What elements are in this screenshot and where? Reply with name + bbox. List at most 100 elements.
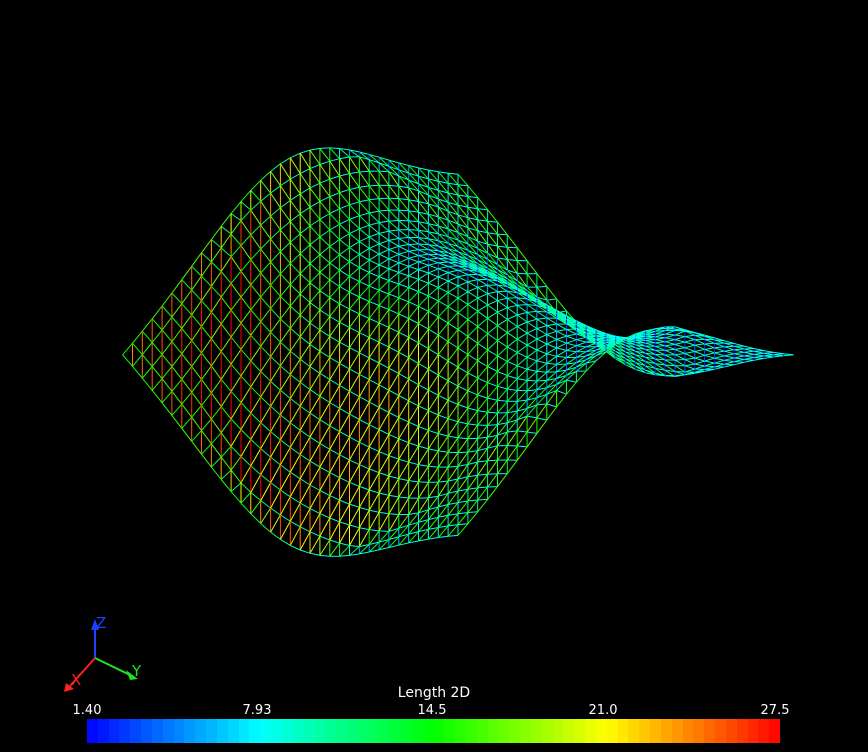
colorbar-swatch (162, 719, 174, 743)
mesh-edge (378, 305, 390, 311)
mesh-edge (576, 362, 587, 368)
mesh-edge (408, 210, 419, 223)
mesh-edge (378, 210, 390, 222)
mesh-edge (507, 360, 518, 367)
mesh-edge (457, 232, 469, 238)
colorbar-swatch (574, 719, 586, 743)
mesh-edge (526, 368, 538, 372)
mesh-edge (289, 200, 301, 215)
mesh-edge (556, 313, 567, 321)
mesh-edge (487, 459, 498, 462)
mesh-edge (408, 461, 419, 466)
mesh-edge (487, 411, 498, 414)
mesh-edge (309, 263, 321, 273)
mesh-edge (527, 389, 537, 392)
mesh-edge (388, 527, 399, 532)
mesh-edge (447, 380, 459, 387)
mesh-edge (398, 220, 410, 230)
mesh-edge (339, 158, 350, 174)
mesh-edge (359, 253, 370, 261)
colorbar-swatch (108, 719, 120, 743)
mesh-edge (734, 353, 745, 357)
mesh-edge (378, 243, 390, 250)
mesh-edge (477, 349, 488, 362)
mesh-edge (398, 301, 410, 315)
mesh-edge (161, 316, 173, 331)
mesh-edge (369, 541, 380, 545)
mesh-edge (467, 185, 479, 198)
mesh-edge (526, 318, 538, 323)
mesh-edge (664, 349, 676, 356)
mesh-edge (398, 209, 410, 222)
mesh-edge (329, 499, 341, 519)
mesh-edge (487, 459, 498, 475)
mesh-edge (724, 346, 735, 351)
mesh-edge (279, 520, 291, 540)
mesh-edge (497, 233, 508, 236)
mesh-edge (635, 358, 646, 362)
mesh-edge (477, 394, 488, 399)
mesh-edge (457, 476, 469, 480)
mesh-edge (290, 193, 301, 201)
mesh-edge (507, 419, 518, 424)
colorbar-swatch (530, 719, 542, 743)
mesh-edge (477, 473, 489, 489)
mesh-edge (497, 257, 508, 271)
mesh-edge (457, 464, 469, 480)
mesh-edge (536, 380, 548, 391)
colorbar-swatch (552, 719, 564, 743)
mesh-edge (408, 250, 419, 256)
mesh-edge (684, 344, 695, 349)
mesh-edge (437, 322, 449, 336)
mesh-edge (536, 403, 547, 406)
mesh-edge (181, 378, 193, 393)
mesh-edge (230, 220, 242, 235)
mesh-edge (477, 219, 488, 234)
mesh-edge (270, 507, 281, 516)
mesh-edge (280, 439, 291, 448)
mesh-edge (319, 213, 331, 220)
mesh-edge (260, 272, 271, 286)
mesh-edge (714, 357, 725, 361)
mesh-edge (694, 368, 705, 370)
mesh-edge (210, 379, 222, 394)
mesh-edge (299, 263, 311, 274)
mesh-edge (201, 418, 212, 431)
mesh-edge (586, 332, 597, 337)
mesh-edge (289, 213, 301, 222)
mesh-edge (467, 255, 479, 264)
mesh-edge (201, 365, 212, 380)
mesh-edge (329, 178, 341, 193)
mesh-edge (448, 465, 459, 468)
colorbar-swatch (422, 719, 434, 743)
mesh-edge (359, 156, 370, 161)
mesh-edge (299, 187, 311, 195)
mesh-edge (487, 366, 498, 372)
mesh-edge (309, 182, 321, 189)
mesh-edge (477, 273, 488, 277)
mesh-edge (507, 290, 518, 294)
mesh-edge (724, 350, 735, 355)
mesh-edge (171, 415, 183, 429)
mesh-edge (408, 165, 419, 169)
mesh-edge (349, 413, 360, 420)
mesh-edge (763, 350, 774, 353)
mesh-edge (250, 248, 262, 261)
mesh-edge (339, 247, 350, 256)
mesh-edge (181, 366, 193, 380)
mesh-edge (477, 240, 488, 245)
mesh-edge (408, 275, 419, 280)
mesh-edge (270, 439, 281, 458)
mesh-edge (457, 214, 469, 219)
mesh-edge (378, 293, 390, 306)
mesh-edge (664, 354, 676, 361)
mesh-edge (457, 194, 468, 197)
mesh-edge (349, 308, 360, 315)
mesh-edge (536, 371, 548, 382)
mesh-edge (398, 265, 409, 273)
mesh-edge (526, 417, 538, 433)
mesh-edge (556, 317, 567, 321)
mesh-edge (349, 233, 360, 242)
mesh-edge (378, 156, 390, 161)
